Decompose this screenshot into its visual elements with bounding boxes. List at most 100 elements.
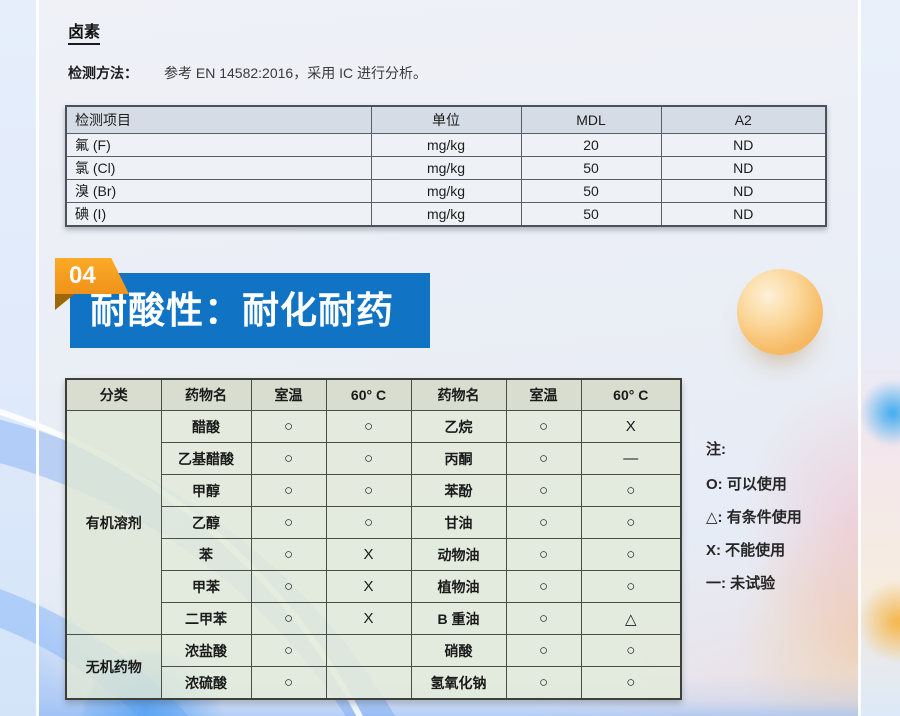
rating-cell: ○: [250, 602, 327, 635]
legend-items: O: 可以使用 △: 有条件使用 X: 不能使用 一: 未试验: [706, 475, 802, 594]
rating-cell: ○: [580, 570, 682, 603]
test-method-value: 参考 EN 14582:2016，采用 IC 进行分析。: [164, 65, 427, 81]
halogen-table-head-row: 检测项目 单位 MDL A2: [65, 105, 827, 134]
rating-cell: ○: [505, 570, 582, 603]
chemical-name-cell: 丙酮: [410, 442, 507, 475]
rating-cell: ○: [250, 666, 327, 700]
res-table-body: 有机溶剂 醋酸 ○ ○ 乙烷 ○ X 乙基醋酸 ○ ○ 丙酮 ○ — 甲醇 ○ ○ 苯酚 ○ ○ 乙醇 ○ ○ 甘油 ○ ○ 苯 ○…: [65, 410, 682, 700]
legend-item: O: 可以使用: [706, 476, 787, 493]
table-row: 乙基醋酸 ○ ○ 丙酮 ○ —: [66, 442, 682, 475]
rating-cell: △: [580, 602, 682, 635]
table-cell: 50: [520, 179, 662, 203]
table-row: 苯 ○ X 动物油 ○ ○: [66, 538, 682, 571]
table-row: 碘 (I) mg/kg 50 ND: [65, 202, 827, 227]
table-cell: 50: [520, 202, 662, 227]
table-cell: ND: [660, 179, 827, 203]
rating-cell: ○: [580, 506, 682, 539]
chemical-name-cell: 浓硫酸: [160, 666, 252, 700]
rating-cell: ○: [250, 442, 327, 475]
column-header: A2: [660, 105, 827, 134]
chemical-name-cell: B 重油: [410, 602, 507, 635]
halogen-table: 检测项目 单位 MDL A2 氟 (F) mg/kg 20 ND 氯 (Cl) mg/kg 50 N…: [65, 105, 827, 227]
chemical-name-cell: 甲苯: [160, 570, 252, 603]
legend-item: X: 不能使用: [706, 542, 786, 559]
rating-cell: ○: [505, 602, 582, 635]
rating-cell: ○: [325, 474, 412, 507]
table-cell: 20: [520, 133, 662, 157]
column-header: 60° C: [325, 378, 412, 411]
rating-cell: ○: [505, 666, 582, 700]
rating-cell: ○: [580, 666, 682, 700]
chemical-name-cell: 甲醇: [160, 474, 252, 507]
halogen-heading: 卤素: [68, 18, 101, 45]
column-header: 室温: [250, 378, 327, 411]
blue-blob-right: [860, 380, 900, 446]
rating-cell: ○: [250, 474, 327, 507]
legend-item: △: 有条件使用: [706, 509, 802, 526]
rating-cell: ○: [250, 634, 327, 667]
chemical-name-cell: 浓盐酸: [160, 634, 252, 667]
table-row: 乙醇 ○ ○ 甘油 ○ ○: [66, 506, 682, 539]
rating-cell: ○: [250, 538, 327, 571]
table-cell: mg/kg: [370, 156, 522, 180]
table-cell: 碘 (I): [65, 202, 372, 227]
table-row: 无机药物 浓盐酸 ○ 硝酸 ○ ○: [65, 634, 682, 700]
table-cell: 氯 (Cl): [65, 156, 372, 180]
legend: 注: O: 可以使用 △: 有条件使用 X: 不能使用 一: 未试验: [706, 438, 802, 607]
chemical-name-cell: 硝酸: [410, 634, 507, 667]
right-divider-line: [858, 0, 861, 716]
table-row: 有机溶剂 醋酸 ○ ○ 乙烷 ○ X: [65, 410, 682, 635]
column-header: MDL: [520, 105, 662, 134]
chemical-name-cell: 乙醇: [160, 506, 252, 539]
table-row: 氯 (Cl) mg/kg 50 ND: [65, 156, 827, 180]
left-margin-strip: [0, 0, 36, 716]
table-cell: mg/kg: [370, 133, 522, 157]
category-cell: 有机溶剂: [65, 410, 162, 635]
table-row: 溴 (Br) mg/kg 50 ND: [65, 179, 827, 203]
table-cell: ND: [660, 202, 827, 227]
rating-cell: ○: [325, 410, 412, 443]
orange-ball-decoration: [737, 269, 823, 355]
chemical-name-cell: 乙烷: [410, 410, 507, 443]
chemical-name-cell: 氢氧化钠: [410, 666, 507, 700]
halogen-table-body: 氟 (F) mg/kg 20 ND 氯 (Cl) mg/kg 50 ND 溴 (Br) mg/kg…: [65, 133, 827, 227]
rating-cell: X: [325, 602, 412, 635]
column-header: 60° C: [580, 378, 682, 411]
column-header: 检测项目: [65, 105, 372, 134]
column-header: 室温: [505, 378, 582, 411]
chemical-resistance-table: 分类 药物名 室温 60° C 药物名 室温 60° C 有机溶剂 醋酸 ○ ○ 乙烷 ○ X 乙基醋酸 ○…: [65, 378, 682, 700]
rating-cell: ○: [505, 410, 582, 443]
chemical-name-cell: 动物油: [410, 538, 507, 571]
chemical-name-cell: 醋酸: [160, 410, 252, 443]
table-row: 甲醇 ○ ○ 苯酚 ○ ○: [66, 474, 682, 507]
rating-cell: ○: [250, 570, 327, 603]
test-method-label: 检测方法：: [68, 65, 138, 81]
rating-cell: ○: [250, 506, 327, 539]
rating-cell: X: [325, 538, 412, 571]
rating-cell: ○: [250, 410, 327, 443]
rating-cell: ○: [325, 506, 412, 539]
column-header: 分类: [65, 378, 162, 411]
res-table-head-row: 分类 药物名 室温 60° C 药物名 室温 60° C: [65, 378, 682, 411]
section-title-banner: 耐酸性：耐化耐药: [70, 273, 430, 348]
rating-cell: ○: [580, 538, 682, 571]
column-header: 单位: [370, 105, 522, 134]
chemical-name-cell: 甘油: [410, 506, 507, 539]
table-row: 浓硫酸 ○ 氢氧化钠 ○ ○: [66, 666, 682, 700]
chemical-name-cell: 二甲苯: [160, 602, 252, 635]
table-cell: ND: [660, 156, 827, 180]
column-header: 药物名: [160, 378, 252, 411]
chemical-name-cell: 植物油: [410, 570, 507, 603]
table-row: 氟 (F) mg/kg 20 ND: [65, 133, 827, 157]
rating-cell: ○: [505, 634, 582, 667]
rating-cell: —: [580, 442, 682, 475]
rating-cell: ○: [505, 442, 582, 475]
category-cell: 无机药物: [65, 634, 162, 700]
orange-blob-right: [858, 582, 900, 662]
table-cell: 氟 (F): [65, 133, 372, 157]
legend-item: 一: 未试验: [706, 575, 776, 592]
rating-cell: X: [325, 570, 412, 603]
rating-cell: X: [580, 410, 682, 443]
chemical-name-cell: 苯酚: [410, 474, 507, 507]
rating-cell: ○: [505, 506, 582, 539]
